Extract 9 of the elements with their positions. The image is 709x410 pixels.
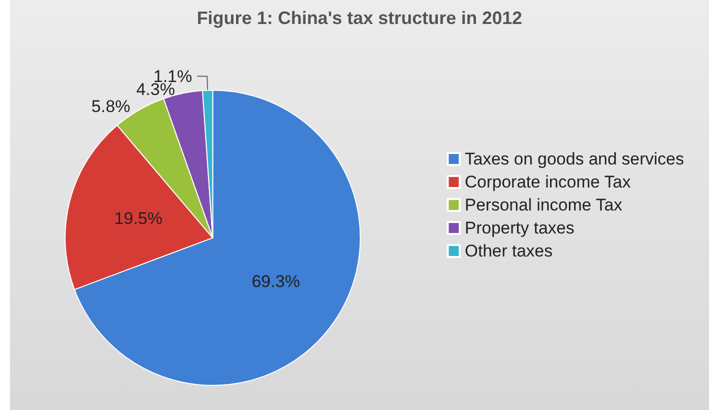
legend-label: Other taxes — [464, 242, 553, 260]
legend-label: Property taxes — [464, 218, 574, 238]
legend-label: Corporate income Tax — [464, 172, 632, 192]
chart-title: Figure 1: China's tax structure in 2012 — [196, 8, 522, 28]
data-label: 19.5% — [114, 208, 162, 228]
legend-label: Personal income Tax — [464, 196, 623, 214]
data-label: 69.3% — [252, 272, 300, 292]
legend-label: Taxes on goods and services — [464, 150, 684, 168]
data-label: 5.8% — [91, 96, 130, 116]
